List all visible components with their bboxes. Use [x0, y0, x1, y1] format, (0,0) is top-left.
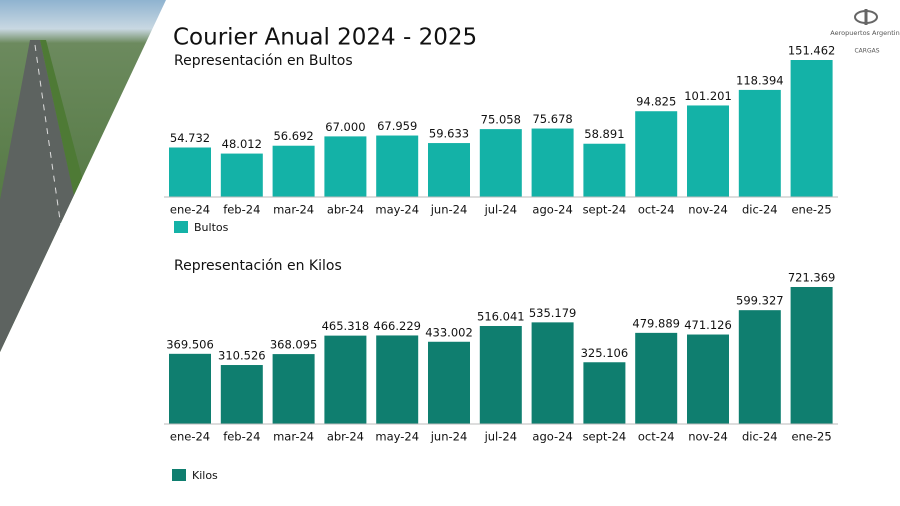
data-label: 368.095: [270, 338, 318, 352]
x-tick-label: mar-24: [273, 203, 314, 217]
bar: [272, 145, 315, 197]
x-tick-label: dic-24: [742, 430, 778, 444]
legend-label: Bultos: [194, 221, 229, 234]
bar: [376, 335, 419, 424]
x-tick-label: ene-24: [170, 430, 210, 444]
data-label: 48.012: [222, 137, 262, 151]
data-label: 721.369: [788, 271, 836, 285]
bar: [479, 325, 522, 424]
data-label: 56.692: [273, 129, 313, 143]
x-tick-label: jun-24: [430, 430, 468, 444]
data-label: 118.394: [736, 73, 784, 87]
x-tick-label: mar-24: [273, 430, 314, 444]
bar: [376, 135, 419, 197]
bar: [428, 143, 470, 197]
x-tick-label: may-24: [375, 203, 419, 217]
bar: [169, 353, 211, 424]
x-tick-label: ago-24: [532, 430, 572, 444]
data-label: 59.633: [429, 127, 469, 141]
x-tick-label: sept-24: [583, 430, 627, 444]
bar: [272, 354, 315, 424]
data-label: 325.106: [581, 346, 629, 360]
data-label: 94.825: [636, 95, 676, 109]
data-label: 516.041: [477, 309, 525, 323]
bar: [635, 111, 678, 197]
data-label: 479.889: [632, 316, 680, 330]
slide-title: Courier Anual 2024 - 2025: [173, 25, 477, 51]
data-label: 67.959: [377, 119, 417, 133]
data-label: 101.201: [684, 89, 732, 103]
bar: [790, 287, 833, 424]
x-tick-label: jul-24: [484, 430, 517, 444]
x-tick-label: may-24: [375, 430, 419, 444]
bar: [324, 335, 367, 424]
data-label: 466.229: [373, 319, 421, 333]
data-label: 471.126: [684, 318, 732, 332]
bar: [479, 129, 522, 197]
data-label: 75.058: [481, 113, 521, 127]
data-label: 433.002: [425, 325, 473, 339]
data-label: 369.506: [166, 337, 214, 351]
bar: [169, 147, 211, 197]
bar: [738, 310, 781, 424]
data-label: 465.318: [322, 319, 370, 333]
x-tick-label: abr-24: [327, 203, 364, 217]
x-tick-label: nov-24: [688, 203, 728, 217]
x-tick-label: ago-24: [532, 203, 572, 217]
data-label: 310.526: [218, 349, 266, 363]
bar: [220, 365, 263, 424]
runway-photo: [0, 0, 166, 352]
bar: [324, 136, 367, 197]
x-tick-label: oct-24: [638, 430, 675, 444]
bar: [531, 128, 574, 197]
bar: [531, 322, 574, 424]
logo-name: Aeropuertos Argentina: [830, 29, 900, 37]
x-tick-label: nov-24: [688, 430, 728, 444]
bar: [428, 341, 470, 424]
data-label: 58.891: [584, 127, 624, 141]
data-label: 151.462: [788, 44, 836, 58]
data-label: 67.000: [325, 120, 365, 134]
x-tick-label: dic-24: [742, 203, 778, 217]
x-tick-label: ene-25: [791, 430, 831, 444]
x-tick-label: jul-24: [484, 203, 517, 217]
bar: [220, 153, 263, 197]
x-tick-label: ene-25: [791, 203, 831, 217]
bar: [583, 362, 626, 424]
data-label: 75.678: [532, 112, 572, 126]
data-label: 54.732: [170, 131, 210, 145]
x-tick-label: ene-24: [170, 203, 210, 217]
bar: [790, 60, 833, 197]
bar: [687, 334, 729, 424]
x-tick-label: feb-24: [223, 430, 260, 444]
x-tick-label: abr-24: [327, 430, 364, 444]
bar: [738, 89, 781, 197]
x-tick-label: oct-24: [638, 203, 675, 217]
data-label: 599.327: [736, 294, 784, 308]
legend-swatch: [174, 221, 188, 233]
x-tick-label: feb-24: [223, 203, 260, 217]
bar: [687, 105, 729, 197]
data-label: 535.179: [529, 306, 577, 320]
logo: Aeropuertos Argentina CARGAS: [830, 9, 900, 55]
chart-title: Representación en Bultos: [174, 53, 353, 69]
x-tick-label: jun-24: [430, 203, 468, 217]
legend-swatch: [172, 469, 186, 481]
logo-unit: CARGAS: [854, 48, 879, 55]
chart-title: Representación en Kilos: [174, 258, 342, 274]
x-tick-label: sept-24: [583, 203, 627, 217]
bar: [635, 332, 678, 424]
bar: [583, 143, 626, 197]
legend-label: Kilos: [192, 469, 218, 482]
